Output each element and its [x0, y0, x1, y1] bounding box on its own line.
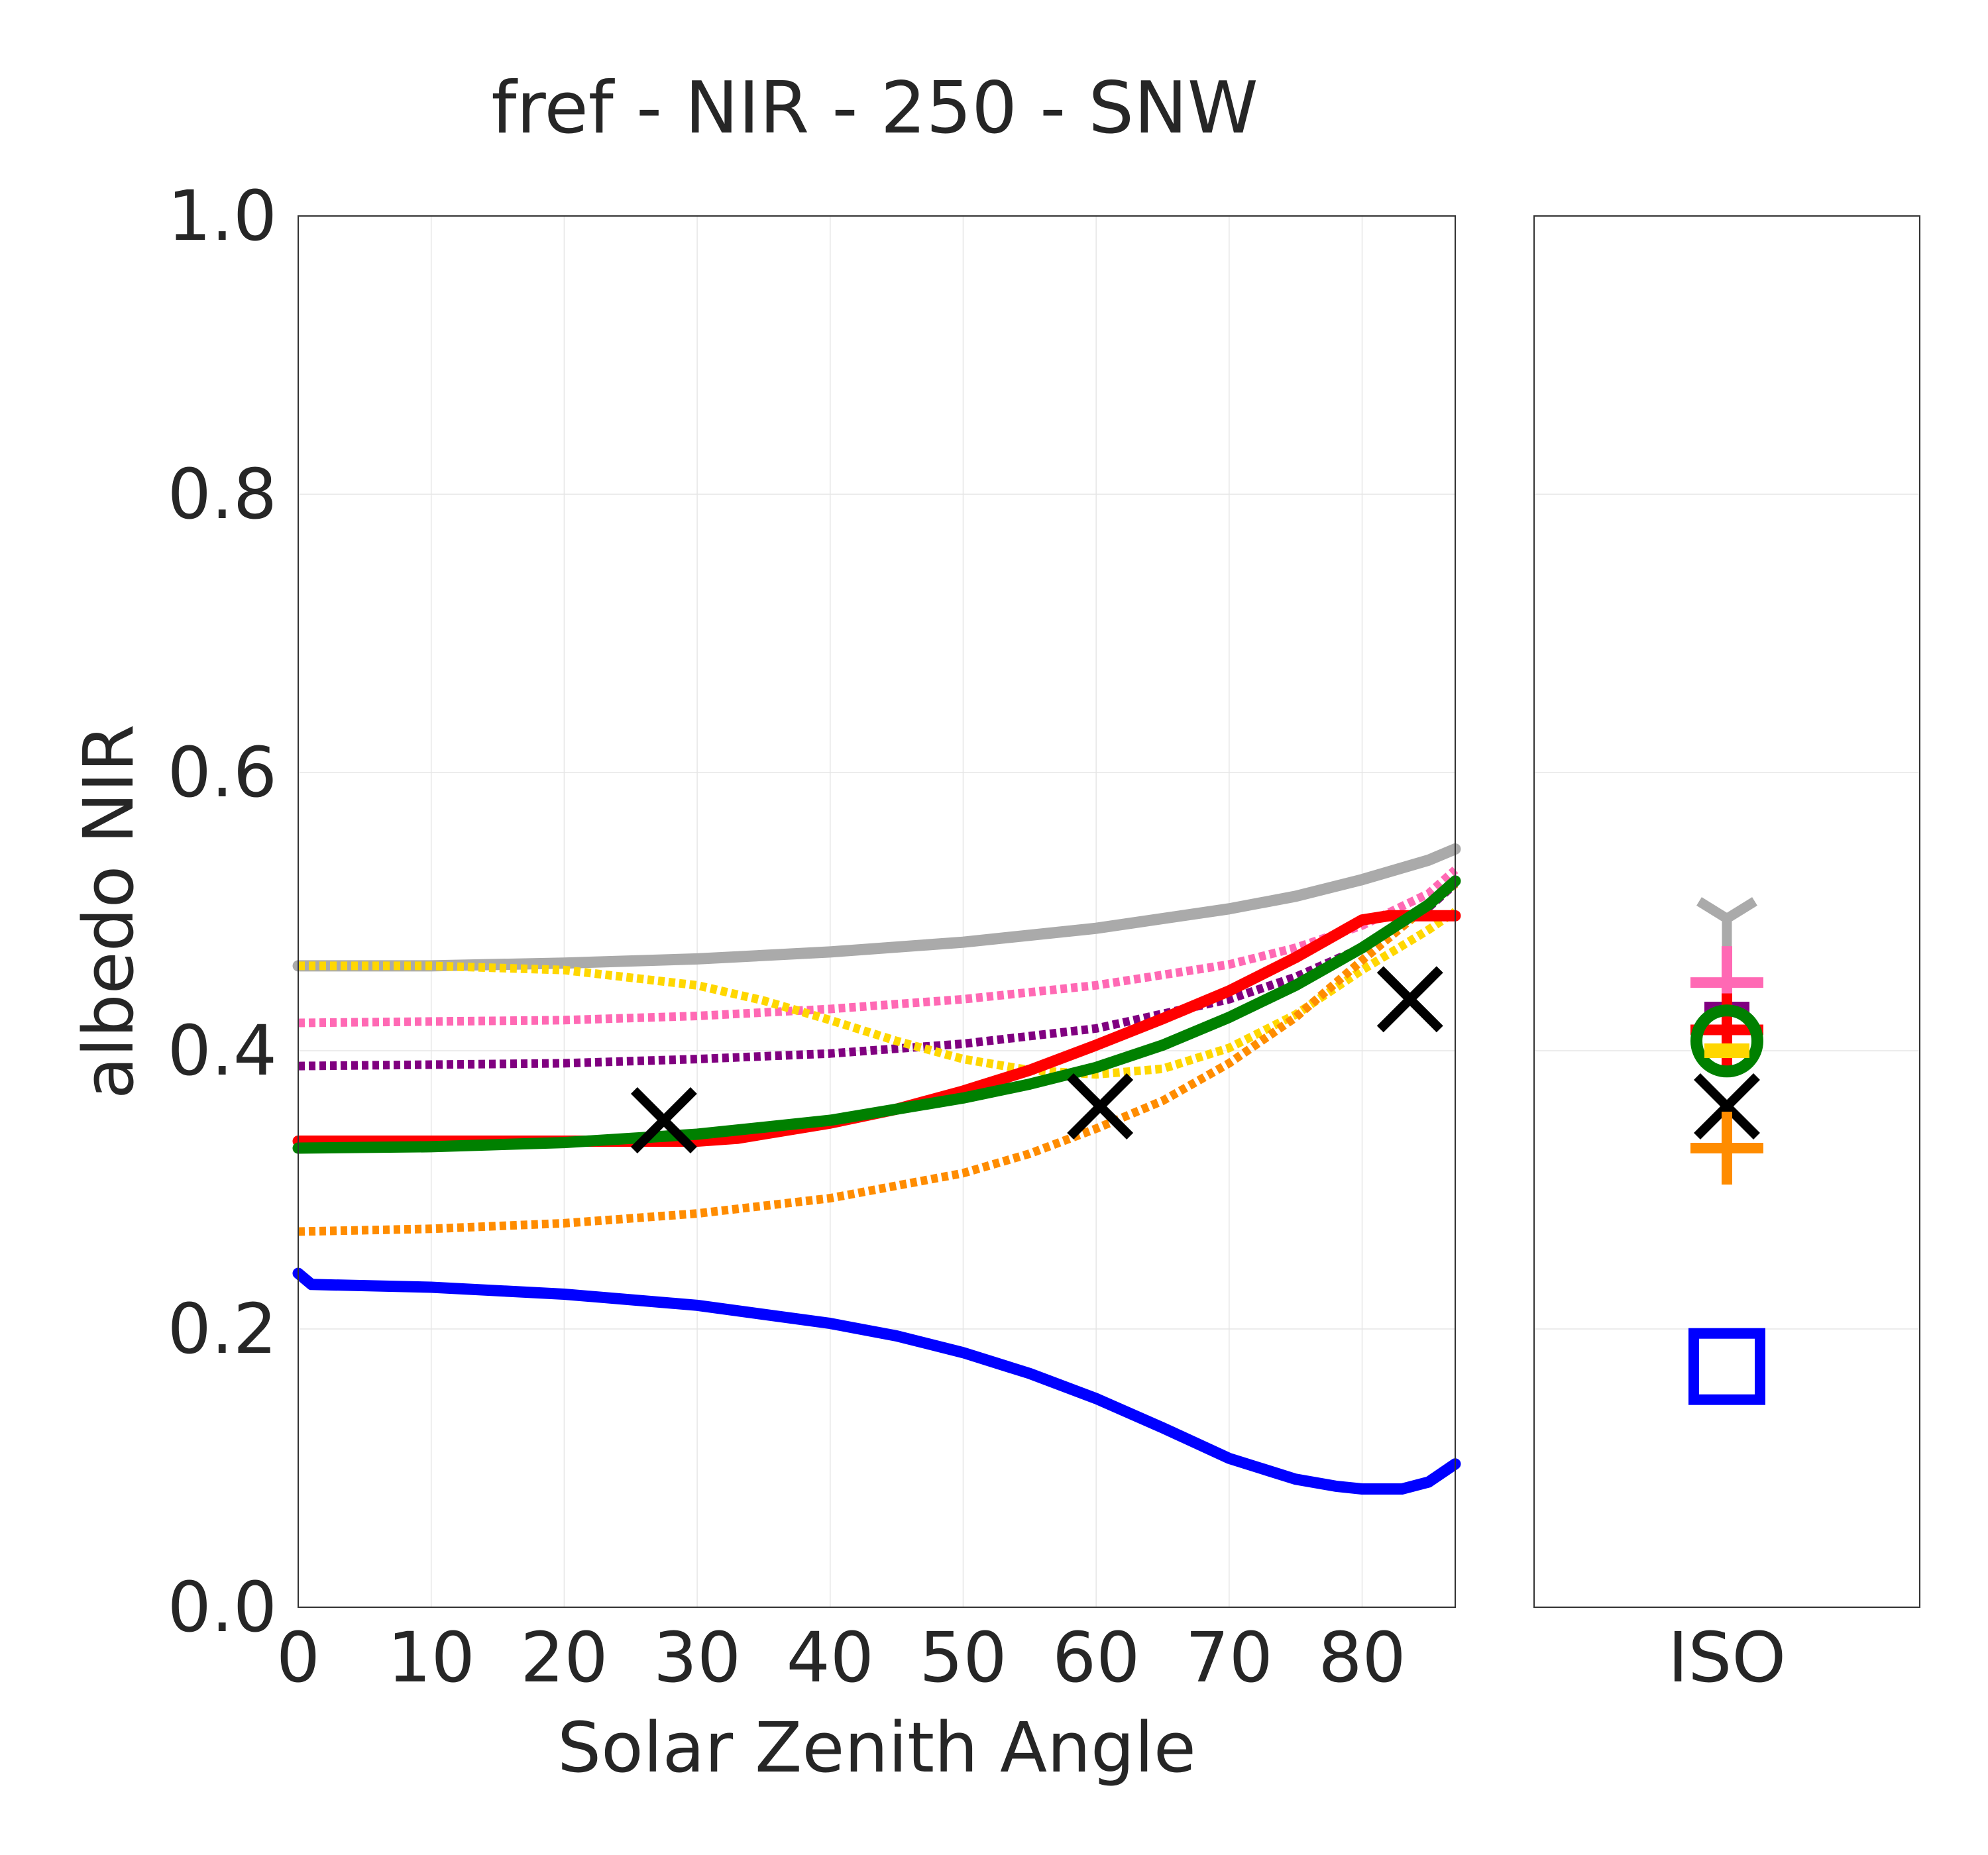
- x-marker: [1694, 1073, 1760, 1140]
- x-tick-label: 30: [653, 1617, 741, 1698]
- iso-tri-marker: [1696, 897, 1757, 949]
- main-grid: [298, 215, 1455, 1608]
- y-tick-label: 1.0: [168, 176, 277, 256]
- x-marker: [1067, 1073, 1134, 1140]
- x-tick-label: 50: [919, 1617, 1007, 1698]
- iso-plot-frame: [1533, 215, 1920, 1608]
- iso-square-marker: [1688, 1328, 1765, 1405]
- y-tick-label: 0.4: [168, 1010, 277, 1091]
- iso-x-tick-label: ISO: [1668, 1617, 1787, 1698]
- iso-plot-area: [1534, 216, 1920, 1607]
- y-tick-label: 0.0: [168, 1567, 277, 1648]
- x-tick-label: 0: [276, 1617, 320, 1698]
- x-tick-label: 20: [520, 1617, 608, 1698]
- series-line: [298, 908, 1458, 1079]
- x-axis-label: Solar Zenith Angle: [557, 1707, 1196, 1788]
- main-plot: 0 10 20 30 40 50 60 70 80 0.0 0.2 0.4 0.6 0.8 1.0 Sol…: [68, 176, 1461, 1788]
- iso-plus-marker: [1690, 1112, 1763, 1185]
- y-axis-label: albedo NIR: [68, 724, 149, 1099]
- series-line: [292, 875, 1461, 1154]
- main-plot-area: [298, 216, 1455, 1607]
- x-tick-label: 40: [787, 1617, 874, 1698]
- x-tick-label: 80: [1318, 1617, 1406, 1698]
- x-tick-label: 70: [1186, 1617, 1273, 1698]
- x-tick-label: 60: [1052, 1617, 1140, 1698]
- main-x-tick-labels: 0 10 20 30 40 50 60 70 80: [276, 1617, 1406, 1698]
- x-tick-label: 10: [388, 1617, 475, 1698]
- series-line: [298, 880, 1459, 1236]
- series-line: [292, 843, 1461, 972]
- y-tick-label: 0.2: [168, 1289, 277, 1369]
- x-marker: [1376, 966, 1443, 1033]
- series-line: [298, 880, 1459, 1071]
- iso-circle-marker: [1690, 1004, 1763, 1078]
- main-x-markers: [630, 966, 1443, 1153]
- main-y-tick-labels: 0.0 0.2 0.4 0.6 0.8 1.0: [168, 176, 277, 1648]
- iso-plot: ISO: [1533, 215, 1920, 1698]
- main-plot-frame: [298, 215, 1456, 1608]
- x-marker: [630, 1087, 697, 1153]
- main-series-lines: [292, 843, 1461, 1495]
- y-tick-label: 0.6: [168, 732, 277, 813]
- series-line: [292, 1267, 1461, 1495]
- chart-title: fref - NIR - 250 - SNW: [491, 67, 1258, 150]
- y-tick-label: 0.8: [168, 454, 277, 535]
- iso-points: [1688, 897, 1765, 1405]
